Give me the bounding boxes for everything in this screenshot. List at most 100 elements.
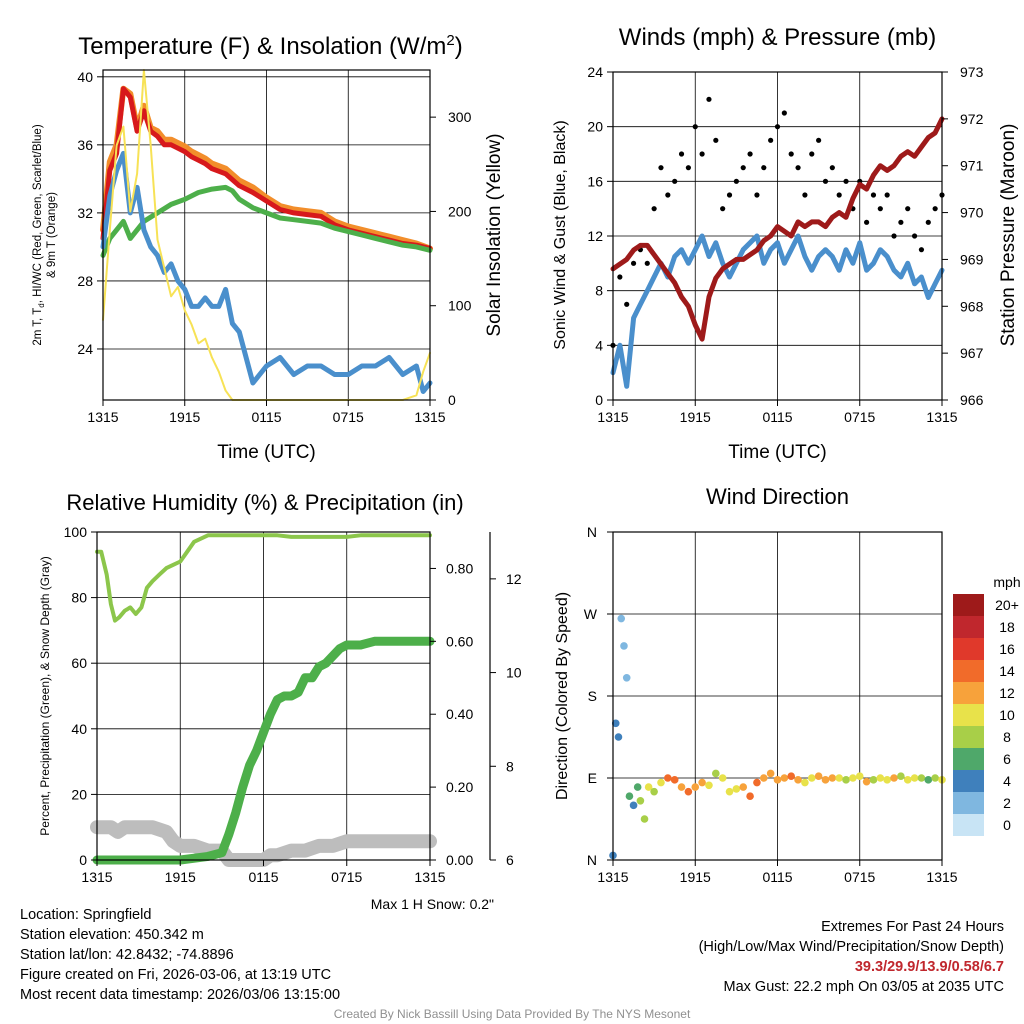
- dir-point: [739, 783, 748, 791]
- wind-gust-point: [918, 247, 925, 253]
- wind-gust-point: [788, 151, 794, 157]
- wind-series-station-pressure: [610, 116, 945, 342]
- wind-gust-point: [761, 165, 767, 171]
- dir-point: [636, 796, 645, 805]
- rh-y2tick-label: 0.60: [446, 633, 473, 649]
- wind-gust-point: [747, 151, 753, 157]
- dir-point: [629, 801, 638, 810]
- rh-series-relative-humidity: [95, 533, 432, 623]
- dir-point: [794, 776, 802, 784]
- legend-label: 14: [999, 663, 1015, 679]
- wind-gust-point: [768, 137, 774, 143]
- wind-gust-point: [720, 206, 726, 212]
- temp-y2tick-label: 300: [448, 109, 472, 125]
- wind-gust-point: [816, 137, 822, 143]
- wind-ytick-label: 20: [587, 119, 603, 135]
- dir-point: [644, 783, 653, 791]
- legend-label: 18: [999, 619, 1015, 635]
- wind-xtick-label: 0715: [844, 409, 875, 425]
- wind-gust-point: [829, 165, 835, 171]
- legend-label: 8: [1003, 729, 1011, 745]
- dir-point: [712, 769, 720, 778]
- legend-label: 20+: [995, 597, 1019, 613]
- dir-point: [664, 774, 672, 782]
- wind-gust-point: [795, 165, 801, 171]
- dir-point: [640, 815, 649, 823]
- temp-xtick-label: 1315: [414, 409, 445, 425]
- extremes-values: 39.3/29.9/13.9/0.58/6.7: [854, 959, 1004, 975]
- dir-point: [766, 769, 775, 778]
- dir-point: [828, 774, 837, 782]
- dir-point: [876, 774, 885, 782]
- wind-gust-point: [809, 151, 815, 157]
- dir-point: [625, 792, 634, 801]
- dir-point: [725, 787, 734, 796]
- wind-gust-point: [774, 124, 781, 130]
- dir-point: [903, 776, 912, 784]
- rh-y3-y2tick-label: 8: [506, 758, 514, 774]
- dir-point: [862, 777, 871, 786]
- dir-point: [753, 778, 761, 787]
- wind-gust-point: [692, 124, 698, 130]
- rh-xtick-label: 0715: [331, 869, 362, 885]
- rh-xtick-label: 1315: [414, 869, 445, 885]
- extremes-title: Extremes For Past 24 Hours: [821, 919, 1004, 935]
- wind-gust-point: [665, 192, 671, 198]
- wind-gust-point: [925, 219, 931, 225]
- wind-xtick-label: 0115: [762, 409, 792, 425]
- wind-gust-point: [740, 165, 746, 171]
- legend-swatch: [953, 660, 984, 682]
- rh-xtick-label: 1315: [81, 869, 112, 885]
- temp-xtick-label: 0715: [333, 409, 364, 425]
- dir-point: [670, 776, 679, 784]
- legend-title: mph: [993, 574, 1020, 590]
- dir-point: [684, 787, 693, 796]
- legend-swatch: [953, 748, 984, 770]
- dir-point: [705, 781, 713, 790]
- wind-y2tick-label: 971: [960, 158, 984, 174]
- wind-y2tick-label: 967: [960, 345, 984, 361]
- dir-point: [835, 774, 843, 782]
- legend-swatch: [953, 682, 984, 704]
- wind-ylabel: Sonic Wind & Gust (Blue, Black): [552, 120, 569, 349]
- dir-point: [780, 774, 789, 782]
- legend-swatch: [953, 704, 984, 726]
- rh-ylabel: Percent, Precipitation (Green), & Snow D…: [38, 556, 52, 835]
- station-info: Location: Springfield Station elevation:…: [20, 905, 340, 1005]
- recent-data-text: Most recent data timestamp: 2026/03/06 1…: [20, 987, 341, 1003]
- wind-ytick-label: 16: [587, 173, 603, 189]
- wind-gust-point: [836, 192, 842, 198]
- dir-xtick-label: 1315: [597, 869, 628, 885]
- rh-y3-y2tick-label: 6: [506, 852, 514, 868]
- wind-gust-point: [706, 96, 712, 102]
- wind-gust-point: [624, 301, 630, 307]
- wind-gust-point: [802, 192, 808, 198]
- dir-ylabel: Direction (Colored By Speed): [554, 592, 571, 800]
- dir-point: [614, 733, 623, 741]
- temp-y2tick-label: 200: [448, 203, 472, 219]
- rh-series-precipitation: [92, 636, 435, 865]
- dir-point: [691, 783, 700, 791]
- legend-label: 10: [999, 707, 1015, 723]
- dir-xtick-label: 1315: [926, 869, 957, 885]
- dir-point: [883, 776, 891, 784]
- rh-y2tick-label: 0.00: [446, 852, 473, 868]
- dir-point: [931, 774, 939, 782]
- temp-ytick-label: 32: [77, 205, 93, 221]
- temp-ylabel-line2: & 9m T (Orange): [46, 192, 58, 278]
- dir-xtick-label: 1915: [680, 869, 711, 885]
- wind-gust-point: [884, 192, 890, 198]
- created-text: Figure created on Fri, 2026-03-06, at 13…: [20, 967, 332, 983]
- credit-text: Created By Nick Bassill Using Data Provi…: [333, 1007, 691, 1021]
- dir-point: [746, 792, 754, 801]
- extremes-block: Extremes For Past 24 Hours (High/Low/Max…: [699, 917, 1004, 997]
- temp-series-td: [100, 184, 433, 258]
- wind-gust-point: [754, 192, 760, 198]
- dir-ytick-label: E: [588, 770, 597, 786]
- legend-label: 2: [1003, 795, 1011, 811]
- temp-y2tick-label: 100: [448, 298, 472, 314]
- legend-label: 0: [1003, 817, 1011, 833]
- dir-title: Wind Direction: [706, 484, 849, 509]
- dir-point: [773, 776, 782, 784]
- rh-y3-y2tick-label: 10: [506, 665, 522, 681]
